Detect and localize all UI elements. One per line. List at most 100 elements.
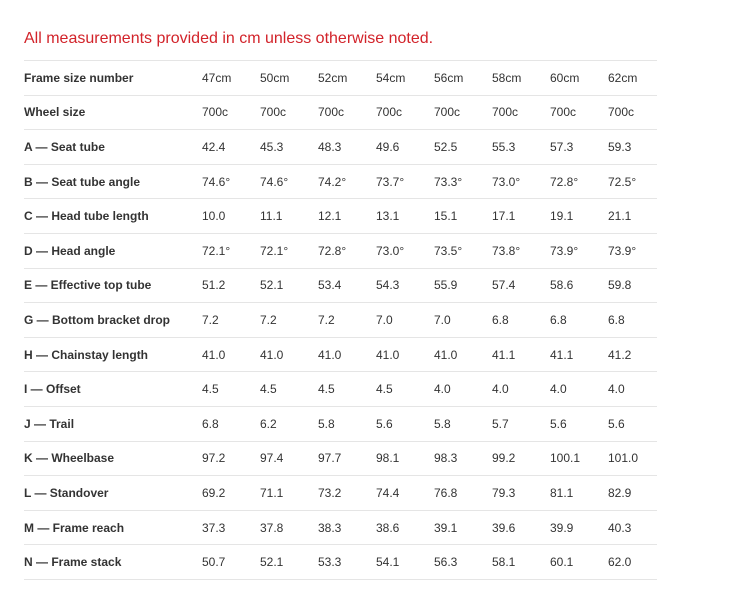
table-cell: 6.8: [608, 302, 657, 338]
table-cell: 700c: [434, 94, 492, 130]
table-cell: 6.8: [202, 405, 260, 442]
table-cell: 53.4: [318, 267, 376, 303]
row-label: Wheel size: [24, 94, 202, 130]
table-cell: 41.1: [550, 336, 608, 372]
table-cell: 700c: [376, 94, 434, 130]
table-cell: 60cm: [550, 60, 608, 96]
table-row: K — Wheelbase 97.2 97.4 97.7 98.1 98.3 99.2 100…: [24, 440, 657, 476]
measurement-note: All measurements provided in cm unless o…: [24, 30, 434, 47]
table-cell: 58.6: [550, 267, 608, 303]
row-label: I — Offset: [24, 371, 202, 407]
table-cell: 45.3: [260, 129, 318, 165]
table-cell: 700c: [550, 94, 608, 130]
table-cell: 19.1: [550, 198, 608, 234]
row-label: A — Seat tube: [24, 129, 202, 165]
table-cell: 98.3: [434, 440, 492, 476]
table-cell: 37.3: [202, 509, 260, 545]
row-label: Frame size number: [24, 60, 202, 96]
table-cell: 73.7°: [376, 163, 434, 199]
table-cell: 54.3: [376, 267, 434, 303]
table-cell: 72.5°: [608, 163, 657, 199]
table-cell: 62cm: [608, 60, 657, 96]
row-label: G — Bottom bracket drop: [24, 302, 202, 338]
table-cell: 4.0: [492, 371, 550, 407]
row-label: M — Frame reach: [24, 509, 202, 545]
table-cell: 52.5: [434, 129, 492, 165]
table-row: H — Chainstay length 41.0 41.0 41.0 41.0 41.0…: [24, 336, 657, 372]
geometry-table: Frame size number 47cm 50cm 52cm 54cm 56cm 58c…: [24, 60, 657, 580]
table-cell: 40.3: [608, 509, 657, 545]
table-cell: 4.5: [260, 371, 318, 407]
table-cell: 74.4: [376, 475, 434, 511]
table-cell: 50cm: [260, 60, 318, 96]
table-cell: 98.1: [376, 440, 434, 476]
table-row: G — Bottom bracket drop 7.2 7.2 7.2 7.0 7.0 6.…: [24, 302, 657, 338]
row-label: C — Head tube length: [24, 198, 202, 234]
table-row: Frame size number 47cm 50cm 52cm 54cm 56cm 58c…: [24, 60, 657, 96]
table-cell: 72.1°: [202, 232, 260, 269]
table-cell: 6.8: [492, 302, 550, 338]
table-cell: 97.2: [202, 440, 260, 476]
table-cell: 21.1: [608, 198, 657, 234]
row-label: K — Wheelbase: [24, 440, 202, 476]
table-cell: 97.7: [318, 440, 376, 476]
table-cell: 73.9°: [608, 232, 657, 269]
table-cell: 56.3: [434, 544, 492, 580]
table-cell: 72.8°: [550, 163, 608, 199]
table-cell: 39.6: [492, 509, 550, 545]
table-cell: 54cm: [376, 60, 434, 96]
table-cell: 13.1: [376, 198, 434, 234]
table-cell: 69.2: [202, 475, 260, 511]
table-cell: 42.4: [202, 129, 260, 165]
table-cell: 57.3: [550, 129, 608, 165]
table-cell: 41.1: [492, 336, 550, 372]
row-label: L — Standover: [24, 475, 202, 511]
table-cell: 71.1: [260, 475, 318, 511]
table-cell: 10.0: [202, 198, 260, 234]
table-cell: 7.2: [260, 302, 318, 338]
table-row: E — Effective top tube 51.2 52.1 53.4 54.3 55…: [24, 267, 657, 303]
table-cell: 5.6: [608, 405, 657, 442]
table-cell: 100.1: [550, 440, 608, 476]
table-cell: 38.3: [318, 509, 376, 545]
table-cell: 5.7: [492, 405, 550, 442]
table-cell: 5.8: [434, 405, 492, 442]
table-row: Wheel size 700c 700c 700c 700c 700c 700c 700c 70…: [24, 94, 657, 130]
table-cell: 73.0°: [376, 232, 434, 269]
table-cell: 73.0°: [492, 163, 550, 199]
table-cell: 15.1: [434, 198, 492, 234]
table-cell: 5.8: [318, 405, 376, 442]
table-cell: 12.1: [318, 198, 376, 234]
table-cell: 52.1: [260, 544, 318, 580]
table-cell: 99.2: [492, 440, 550, 476]
table-cell: 41.2: [608, 336, 657, 372]
table-row: J — Trail 6.8 6.2 5.8 5.6 5.8 5.7 5.6 5.6: [24, 405, 657, 442]
table-cell: 57.4: [492, 267, 550, 303]
table-cell: 72.1°: [260, 232, 318, 269]
table-cell: 73.5°: [434, 232, 492, 269]
table-cell: 47cm: [202, 60, 260, 96]
table-row: I — Offset 4.5 4.5 4.5 4.5 4.0 4.0 4.0 4.0: [24, 371, 657, 407]
table-cell: 39.9: [550, 509, 608, 545]
table-cell: 51.2: [202, 267, 260, 303]
table-cell: 6.2: [260, 405, 318, 442]
table-cell: 49.6: [376, 129, 434, 165]
row-label: B — Seat tube angle: [24, 163, 202, 199]
table-cell: 73.8°: [492, 232, 550, 269]
table-row: L — Standover 69.2 71.1 73.2 74.4 76.8 79.3 81.…: [24, 475, 657, 511]
table-cell: 73.3°: [434, 163, 492, 199]
table-cell: 700c: [492, 94, 550, 130]
table-cell: 11.1: [260, 198, 318, 234]
table-cell: 700c: [202, 94, 260, 130]
table-cell: 56cm: [434, 60, 492, 96]
table-cell: 74.2°: [318, 163, 376, 199]
table-cell: 81.1: [550, 475, 608, 511]
table-cell: 4.0: [550, 371, 608, 407]
table-cell: 41.0: [318, 336, 376, 372]
table-cell: 48.3: [318, 129, 376, 165]
table-cell: 52.1: [260, 267, 318, 303]
table-cell: 4.5: [318, 371, 376, 407]
table-cell: 74.6°: [260, 163, 318, 199]
table-cell: 4.0: [608, 371, 657, 407]
